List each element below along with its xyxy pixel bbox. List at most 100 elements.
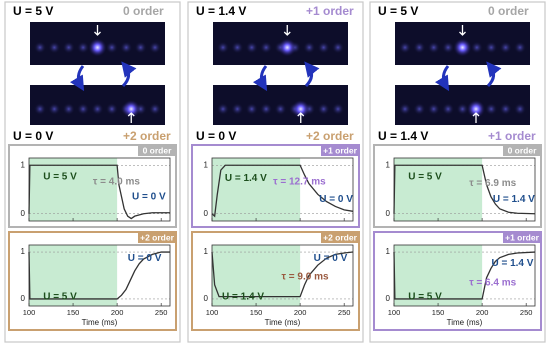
annotation: U = 1.4 V	[225, 173, 267, 184]
order-label: +2 order	[123, 129, 171, 143]
diffraction-spot	[231, 103, 244, 115]
annotation: U = 1.4 V	[493, 194, 535, 205]
signal-line	[28, 164, 170, 220]
x-tick-label: 200	[476, 308, 489, 317]
bright-spot	[278, 38, 297, 57]
diffraction-spot	[442, 41, 455, 54]
order-tag-label: 0 order	[508, 145, 538, 155]
y-tick-label: 0	[21, 209, 26, 218]
panel-frame	[187, 1, 364, 343]
order-label: +2 order	[306, 129, 354, 143]
diffraction-spot	[399, 41, 411, 54]
x-tick-label: 100	[23, 308, 36, 317]
panel-frame	[369, 1, 546, 343]
voltage-on-region	[29, 158, 118, 221]
diffraction-spot	[245, 41, 258, 54]
order-label: 0 order	[488, 4, 529, 18]
y-tick-label: 1	[204, 160, 209, 169]
signal-line	[211, 164, 354, 218]
order-tag	[503, 145, 541, 156]
x-tick-label: 200	[111, 308, 124, 317]
y-tick-label: 1	[21, 247, 26, 256]
diffraction-spot	[77, 41, 90, 54]
diffraction-spot	[399, 103, 411, 115]
voltage-label: U = 1.4 V	[196, 4, 246, 18]
plot-frame	[211, 244, 354, 307]
order-tag-label: +1 order	[505, 232, 539, 242]
bright-spot	[467, 100, 485, 118]
x-tick-label: 150	[250, 308, 263, 317]
voltage-on-region	[212, 245, 301, 306]
diffraction-spot	[120, 41, 133, 54]
voltage-label: U = 5 V	[13, 4, 53, 18]
signal-line	[211, 251, 354, 298]
diffraction-spot	[245, 103, 258, 115]
diffraction-spot	[499, 103, 512, 115]
annotation: τ = 9.0 ms	[282, 271, 329, 282]
diffraction-spot	[332, 103, 344, 115]
annotation: U = 0 V	[132, 192, 166, 203]
y-tick-label: 0	[204, 294, 209, 303]
bright-spot	[88, 38, 107, 57]
pointer-arrow	[94, 25, 101, 36]
order-tag	[138, 145, 176, 156]
x-axis-label: Time (ms)	[82, 318, 118, 327]
x-tick-label: 150	[432, 308, 445, 317]
x-tick-label: 100	[388, 308, 401, 317]
plot-frame	[211, 157, 354, 222]
diffraction-spot	[427, 41, 440, 54]
diffraction-spot	[48, 41, 61, 54]
voltage-on-region	[394, 158, 483, 221]
signal-line	[28, 251, 170, 300]
bright-spot	[291, 100, 310, 118]
voltage-label: U = 1.4 V	[378, 129, 428, 143]
y-tick-label: 1	[21, 160, 26, 169]
annotation: τ = 6.9 ms	[469, 178, 516, 189]
x-tick-label: 200	[294, 308, 307, 317]
y-tick-label: 0	[386, 209, 391, 218]
order-tag-label: +2 order	[323, 232, 357, 242]
x-tick-label: 150	[67, 308, 80, 317]
voltage-label: U = 0 V	[13, 129, 53, 143]
order-tag	[138, 232, 176, 243]
annotation: U = 0 V	[319, 194, 353, 205]
y-tick-label: 1	[204, 247, 209, 256]
diffraction-spot	[62, 41, 75, 54]
diffraction-spot	[260, 103, 273, 115]
voltage-on-region	[29, 245, 118, 306]
y-tick-label: 0	[204, 209, 209, 218]
switch-arrow	[121, 61, 137, 88]
annotation: U = 1.4 V	[222, 291, 264, 302]
order-tag	[503, 232, 541, 243]
diffraction-spot	[485, 103, 498, 115]
order-tag	[321, 232, 359, 243]
annotation: U = 5 V	[43, 172, 77, 183]
switch-arrow	[304, 61, 320, 88]
switch-arrow	[252, 65, 268, 92]
diffraction-spot	[514, 103, 526, 115]
pointer-arrow	[297, 112, 305, 123]
bright-spot	[122, 100, 141, 118]
y-tick-label: 0	[386, 294, 391, 303]
diffraction-spot	[413, 41, 426, 54]
annotation: U = 0 V	[128, 253, 162, 264]
pointer-arrow	[127, 112, 135, 123]
x-tick-label: 250	[520, 308, 533, 317]
diffraction-spot	[442, 103, 455, 115]
diffraction-spot	[48, 103, 61, 115]
annotation: τ = 6.4 ms	[469, 277, 516, 288]
diffraction-spot	[317, 41, 330, 54]
diffraction-spot	[514, 41, 526, 54]
pointer-arrow	[283, 25, 291, 36]
signal-line	[393, 164, 536, 215]
diffraction-spot	[456, 103, 469, 115]
diffraction-spot	[274, 103, 287, 115]
diffraction-spot	[427, 103, 440, 115]
diffraction-spot	[34, 103, 46, 115]
diffraction-spot	[499, 41, 512, 54]
switch-arrow	[486, 61, 502, 88]
order-label: +1 order	[488, 129, 536, 143]
voltage-on-region	[394, 245, 483, 306]
diffraction-spot	[332, 41, 344, 54]
